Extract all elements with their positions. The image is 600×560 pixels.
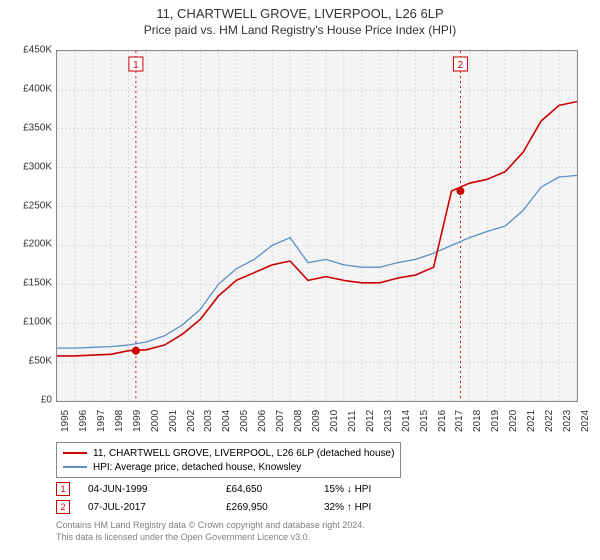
x-tick-label: 2010 [329,410,340,432]
x-tick-label: 2005 [239,410,250,432]
x-tick-label: 2007 [275,410,286,432]
x-tick-label: 1999 [132,410,143,432]
marker-date: 07-JUL-2017 [88,502,208,513]
legend-label: 11, CHARTWELL GROVE, LIVERPOOL, L26 6LP … [93,448,394,459]
x-tick-label: 2001 [168,410,179,432]
x-tick-label: 1996 [78,410,89,432]
x-tick-label: 2019 [490,410,501,432]
legend-item: HPI: Average price, detached house, Know… [63,460,394,474]
sale-markers-table: 1 04-JUN-1999 £64,650 15% ↓ HPI 2 07-JUL… [56,480,404,516]
marker-badge: 2 [56,500,70,514]
x-tick-label: 2002 [186,410,197,432]
x-tick-label: 2016 [437,410,448,432]
y-tick-label: £0 [4,395,52,406]
x-tick-label: 2011 [347,410,358,432]
y-tick-label: £450K [4,45,52,56]
footer-line: Contains HM Land Registry data © Crown c… [56,520,365,532]
x-tick-label: 2015 [419,410,430,432]
y-tick-label: £50K [4,356,52,367]
x-tick-label: 2020 [508,410,519,432]
legend: 11, CHARTWELL GROVE, LIVERPOOL, L26 6LP … [56,442,401,478]
legend-item: 11, CHARTWELL GROVE, LIVERPOOL, L26 6LP … [63,446,394,460]
x-tick-label: 2004 [221,410,232,432]
x-tick-label: 1997 [96,410,107,432]
sale-marker-row: 2 07-JUL-2017 £269,950 32% ↑ HPI [56,498,404,516]
x-tick-label: 2006 [257,410,268,432]
y-tick-label: £250K [4,200,52,211]
x-tick-label: 2023 [562,410,573,432]
legend-swatch [63,452,87,454]
chart-container: 11, CHARTWELL GROVE, LIVERPOOL, L26 6LP … [0,0,600,560]
marker-delta: 15% ↓ HPI [324,484,404,495]
x-tick-label: 2003 [203,410,214,432]
svg-text:1: 1 [133,60,139,71]
sale-marker-row: 1 04-JUN-1999 £64,650 15% ↓ HPI [56,480,404,498]
x-tick-label: 2008 [293,410,304,432]
y-tick-label: £400K [4,83,52,94]
legend-label: HPI: Average price, detached house, Know… [93,462,301,473]
x-tick-label: 2017 [454,410,465,432]
marker-badge: 1 [56,482,70,496]
marker-price: £64,650 [226,484,306,495]
y-tick-label: £150K [4,278,52,289]
x-tick-label: 2021 [526,410,537,432]
footer-attribution: Contains HM Land Registry data © Crown c… [56,520,365,543]
chart-subtitle: Price paid vs. HM Land Registry's House … [0,21,600,37]
marker-delta: 32% ↑ HPI [324,502,404,513]
y-tick-label: £100K [4,317,52,328]
marker-price: £269,950 [226,502,306,513]
y-tick-label: £300K [4,161,52,172]
chart-svg: 12 [57,51,577,401]
svg-text:2: 2 [458,60,464,71]
footer-line: This data is licensed under the Open Gov… [56,532,365,544]
x-tick-label: 2014 [401,410,412,432]
x-tick-label: 2024 [580,410,591,432]
x-tick-label: 2013 [383,410,394,432]
y-tick-label: £200K [4,239,52,250]
x-tick-label: 2012 [365,410,376,432]
x-tick-label: 2018 [472,410,483,432]
chart-title: 11, CHARTWELL GROVE, LIVERPOOL, L26 6LP [0,0,600,21]
x-tick-label: 1998 [114,410,125,432]
legend-swatch [63,466,87,468]
x-tick-label: 2022 [544,410,555,432]
marker-date: 04-JUN-1999 [88,484,208,495]
x-tick-label: 2009 [311,410,322,432]
chart-plot-area: 12 [56,50,578,402]
x-tick-label: 1995 [60,410,71,432]
y-tick-label: £350K [4,122,52,133]
x-tick-label: 2000 [150,410,161,432]
